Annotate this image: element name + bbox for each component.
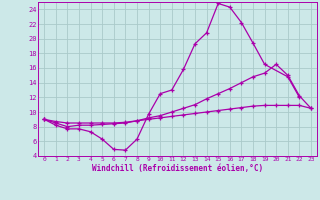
X-axis label: Windchill (Refroidissement éolien,°C): Windchill (Refroidissement éolien,°C) <box>92 164 263 173</box>
